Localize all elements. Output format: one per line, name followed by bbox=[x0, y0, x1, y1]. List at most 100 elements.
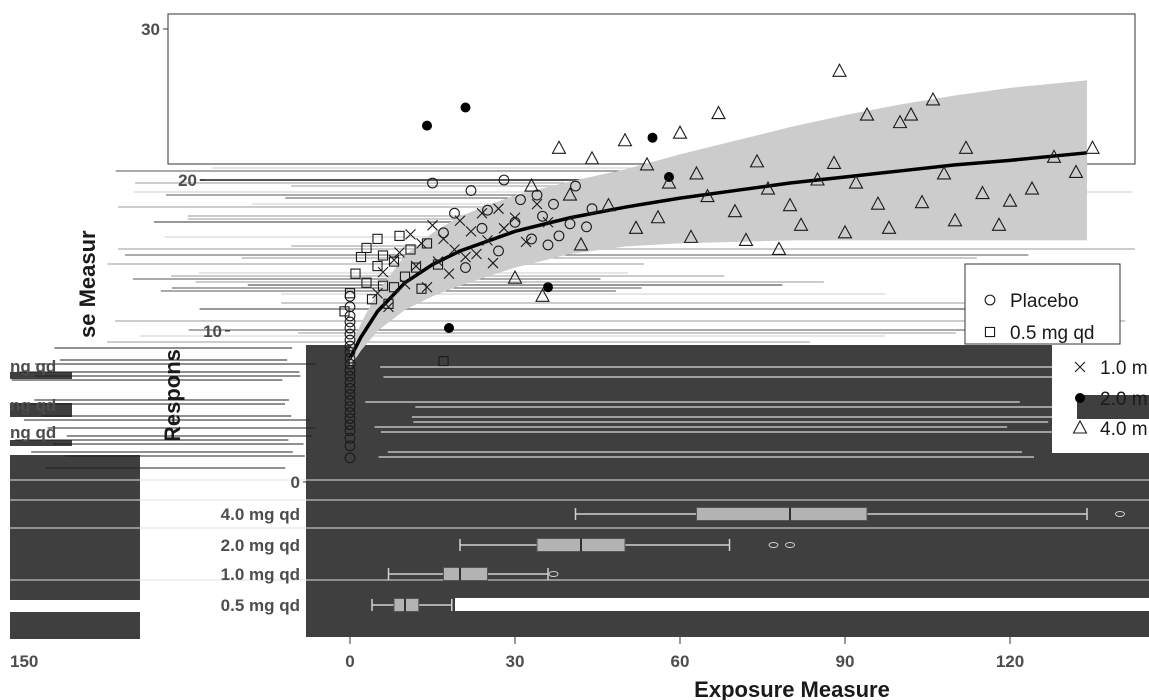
data-point bbox=[537, 210, 548, 222]
data-point bbox=[432, 259, 444, 270]
data-point bbox=[570, 180, 581, 192]
data-point bbox=[507, 269, 523, 284]
data-point bbox=[515, 194, 526, 206]
data-point bbox=[551, 140, 567, 154]
box-outlier bbox=[1115, 511, 1125, 517]
data-point bbox=[689, 165, 704, 180]
dark-strip-left-3 bbox=[10, 440, 72, 446]
x-tick-label: 120 bbox=[996, 652, 1024, 671]
data-point bbox=[793, 217, 809, 231]
x-tick-label: 30 bbox=[506, 652, 525, 671]
data-point bbox=[564, 218, 576, 230]
data-point bbox=[586, 203, 598, 215]
data-point bbox=[377, 280, 389, 291]
data-point bbox=[493, 245, 504, 257]
data-point bbox=[672, 125, 688, 139]
data-point bbox=[344, 432, 356, 444]
data-point bbox=[344, 413, 356, 425]
data-point bbox=[344, 288, 356, 299]
data-point bbox=[449, 207, 460, 219]
data-point bbox=[421, 281, 433, 293]
data-point bbox=[410, 260, 422, 272]
data-point bbox=[892, 114, 908, 129]
data-point bbox=[837, 224, 853, 239]
data-point bbox=[388, 254, 400, 266]
data-point bbox=[399, 278, 411, 290]
legend-label: 2.0 m bbox=[1100, 389, 1148, 410]
data-point bbox=[493, 203, 504, 215]
data-point bbox=[1085, 140, 1100, 154]
confidence-ribbon bbox=[350, 80, 1087, 368]
data-point bbox=[394, 247, 405, 258]
data-point bbox=[344, 419, 356, 431]
data-point bbox=[531, 198, 543, 210]
data-point bbox=[782, 197, 798, 212]
data-point bbox=[465, 225, 477, 237]
data-point bbox=[344, 322, 356, 334]
data-point bbox=[542, 216, 554, 228]
data-point bbox=[344, 358, 356, 370]
box-iqr bbox=[696, 507, 868, 521]
y-tick-label: 10 bbox=[203, 322, 222, 341]
data-point bbox=[727, 203, 743, 218]
left-panel-tick: 150 bbox=[10, 652, 38, 671]
white-band-left bbox=[10, 600, 140, 612]
data-point bbox=[601, 197, 616, 212]
data-point bbox=[438, 233, 449, 245]
data-point bbox=[738, 232, 754, 246]
data-point bbox=[760, 180, 776, 195]
data-point bbox=[848, 174, 864, 189]
data-point bbox=[344, 376, 356, 388]
data-point bbox=[465, 185, 477, 196]
legend-key bbox=[984, 326, 996, 338]
data-point bbox=[711, 105, 726, 120]
y-axis-title-fragment-b: Respons bbox=[160, 349, 185, 442]
data-point bbox=[936, 165, 952, 180]
data-point bbox=[344, 346, 356, 358]
data-point bbox=[487, 257, 499, 269]
data-point bbox=[443, 268, 455, 280]
data-point bbox=[383, 301, 394, 313]
x-axis-title: Exposure Measure bbox=[694, 677, 890, 700]
data-point bbox=[344, 352, 356, 364]
data-point bbox=[524, 177, 539, 192]
data-point bbox=[1046, 149, 1062, 163]
data-point bbox=[1024, 180, 1040, 195]
data-point bbox=[700, 188, 715, 203]
data-point bbox=[460, 102, 471, 113]
data-point bbox=[771, 241, 787, 256]
data-point bbox=[344, 425, 356, 437]
legend-box bbox=[964, 263, 1121, 345]
data-point bbox=[460, 251, 471, 263]
data-point bbox=[975, 185, 990, 200]
data-point bbox=[958, 140, 974, 154]
data-point bbox=[432, 256, 444, 267]
legend-label: Placebo bbox=[1010, 291, 1079, 312]
left-panel-label: ng qd bbox=[10, 396, 56, 415]
legend-dark-bar bbox=[1077, 395, 1149, 419]
data-point bbox=[991, 217, 1007, 231]
data-point bbox=[344, 334, 356, 346]
data-point bbox=[520, 236, 532, 248]
data-point bbox=[482, 235, 493, 246]
box-category-label: 1.0 mg qd bbox=[221, 565, 300, 584]
data-point bbox=[444, 322, 454, 333]
data-point bbox=[498, 222, 510, 234]
data-point bbox=[548, 198, 559, 210]
data-point bbox=[826, 155, 842, 169]
legend-key bbox=[1075, 393, 1085, 403]
legend: Placebo 0.5 mg qd1.0 m 2.0 m 4.0 m bbox=[964, 263, 1149, 453]
white-band-lower bbox=[455, 598, 1149, 611]
x-tick-label: 60 bbox=[671, 652, 690, 671]
data-point bbox=[870, 196, 886, 210]
box-category-label: 4.0 mg qd bbox=[221, 505, 300, 524]
data-point bbox=[947, 212, 963, 227]
y-axis-title-fragment-a: se Measur bbox=[75, 230, 100, 338]
data-point bbox=[581, 221, 592, 233]
data-point bbox=[628, 220, 644, 234]
data-point bbox=[454, 215, 466, 227]
box-category-label: 2.0 mg qd bbox=[221, 536, 300, 555]
data-point bbox=[509, 212, 521, 224]
data-point bbox=[661, 174, 677, 189]
data-point bbox=[394, 230, 405, 241]
